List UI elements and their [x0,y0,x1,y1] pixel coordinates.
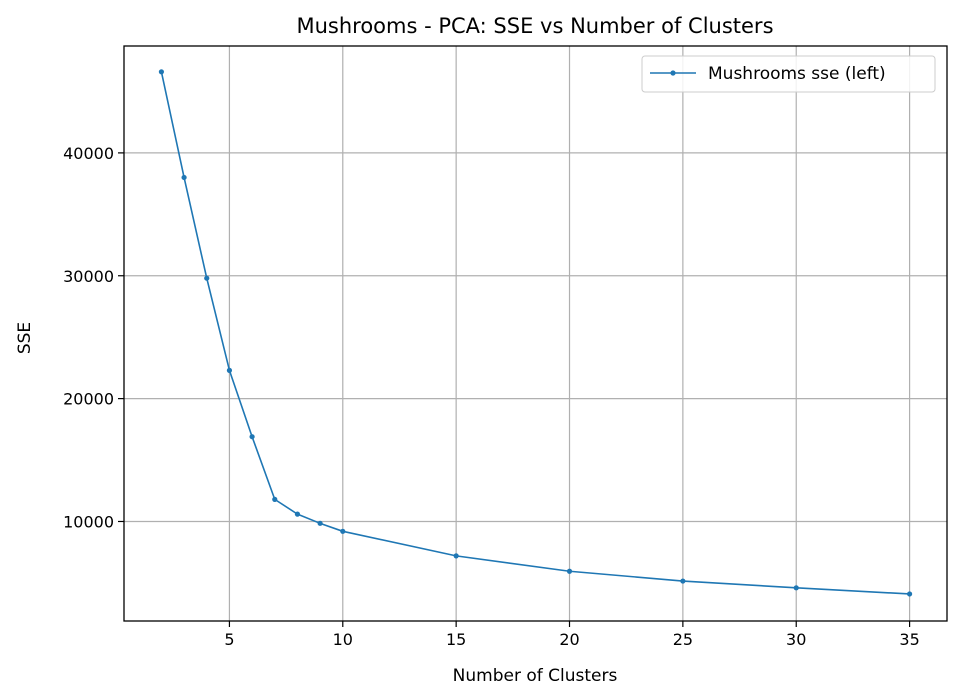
series-line [160,71,910,595]
data-point [226,367,233,373]
tick-layer: 5 10 15 20 25 30 35 10000 20000 30000 40000 [63,144,920,649]
data-point [181,174,187,181]
data-point [272,496,278,502]
data-point [294,511,301,517]
series-markers [158,69,913,597]
grid-layer [124,46,947,621]
legend-box [641,55,936,93]
x-tick-label: 5 [224,630,234,649]
data-point [680,578,686,584]
data-point [249,434,255,440]
y-tick-label: 10000 [63,512,114,531]
x-tick-label: 20 [559,630,579,649]
chart-title: Mushrooms - PCA: SSE vs Number of Cluste… [296,14,773,38]
plot-frame [123,45,948,622]
x-tick-label: 10 [333,630,353,649]
data-point [317,520,323,526]
data-point [204,275,210,281]
data-point [340,528,346,534]
x-tick-label: 25 [673,630,693,649]
y-axis-label: SSE [15,322,35,354]
x-tick-label: 15 [446,630,466,649]
legend-marker-swatch [670,70,676,76]
data-point [453,553,459,559]
data-point [566,568,573,574]
series-line-layer [160,71,910,595]
x-tick-label: 35 [899,630,919,649]
data-point [793,585,799,591]
data-point [906,591,913,597]
legend: Mushrooms sse (left) [641,55,936,93]
legend-entry-label: Mushrooms sse (left) [708,64,886,84]
y-tick-label: 20000 [63,390,114,409]
y-tick-label: 40000 [63,144,114,163]
y-tick-label: 30000 [63,267,114,286]
x-axis-label: Number of Clusters [453,666,618,686]
data-point [158,69,165,75]
x-tick-label: 30 [786,630,806,649]
